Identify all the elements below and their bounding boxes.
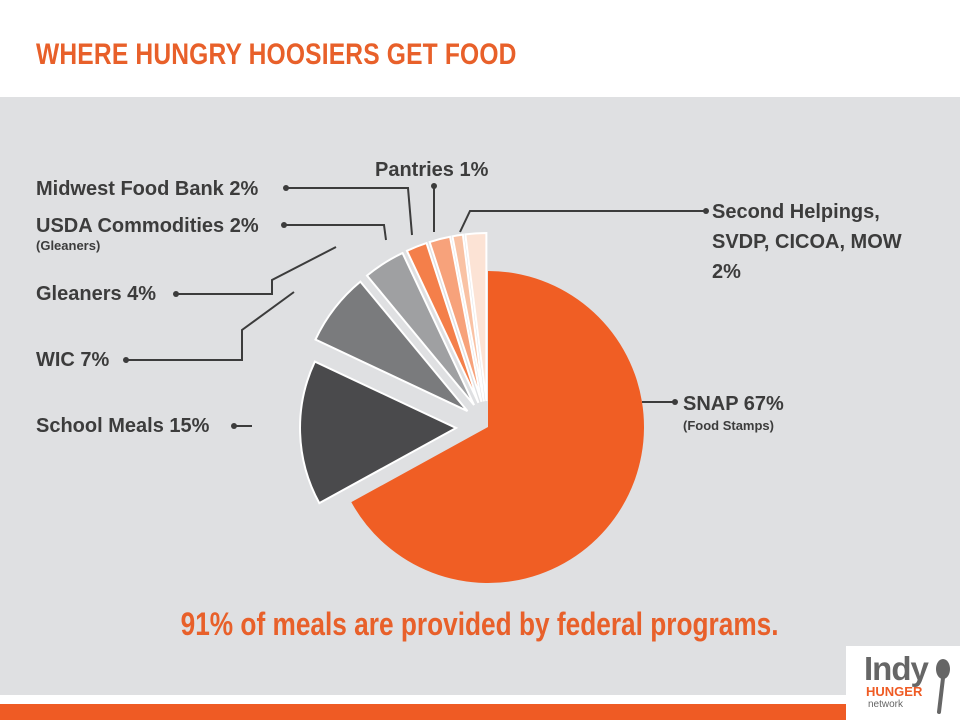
leader-dot: [283, 185, 289, 191]
slice-labels: SNAP 67% (Food Stamps) School Meals 15% WIC…: [36, 159, 902, 437]
pie-slice: [464, 232, 488, 402]
slice-label: Gleaners 4%: [36, 283, 156, 305]
slice-sublabel: (Food Stamps): [683, 418, 774, 433]
leader-line: [286, 187, 413, 236]
footer-bar: [0, 704, 960, 720]
leader-line: [126, 291, 295, 361]
logo-hunger: HUNGER: [866, 684, 923, 699]
leader-dot: [281, 222, 287, 228]
leader-line: [459, 210, 706, 233]
leader-dot: [672, 399, 678, 405]
slice-label: Second Helpings, SVDP, CICOA, MOW 2%Second…: [712, 201, 902, 283]
spoon-icon: [936, 659, 950, 714]
footnote: 91% of meals are provided by federal pro…: [0, 606, 960, 643]
pie-slice: [428, 235, 483, 403]
logo-network: network: [868, 699, 904, 710]
leader-lines: [123, 183, 709, 429]
leader-dot: [231, 423, 237, 429]
leader-dot: [123, 357, 129, 363]
logo-indy: Indy: [864, 650, 929, 687]
slice-label: WIC 7%: [36, 349, 110, 371]
slice-label: Pantries 1%: [375, 159, 489, 181]
pie-slice: [314, 280, 469, 412]
slice-sublabel: (Gleaners): [36, 238, 100, 253]
page-title: WHERE HUNGRY HOOSIERS GET FOOD: [36, 38, 517, 71]
slice-label: SNAP 67%: [683, 393, 784, 415]
pie-slice: [351, 271, 645, 584]
slice-label: USDA Commodities 2%: [36, 215, 259, 237]
pie-slices: [299, 232, 645, 584]
pie-slice: [405, 241, 480, 404]
logo: Indy HUNGER network: [846, 646, 960, 720]
leader-dot: [173, 291, 179, 297]
leader-line: [176, 246, 337, 295]
pie-slice: [451, 233, 485, 402]
slice-label: School Meals 15%: [36, 415, 210, 437]
pie-slice: [365, 251, 475, 406]
pie-slice: [299, 360, 459, 505]
slice-label: Midwest Food Bank 2%: [36, 178, 258, 200]
footnote-text: 91% of meals are provided by federal pro…: [181, 606, 779, 642]
leader-dot: [703, 208, 709, 214]
leader-line: [284, 224, 387, 241]
leader-dot: [431, 183, 437, 189]
